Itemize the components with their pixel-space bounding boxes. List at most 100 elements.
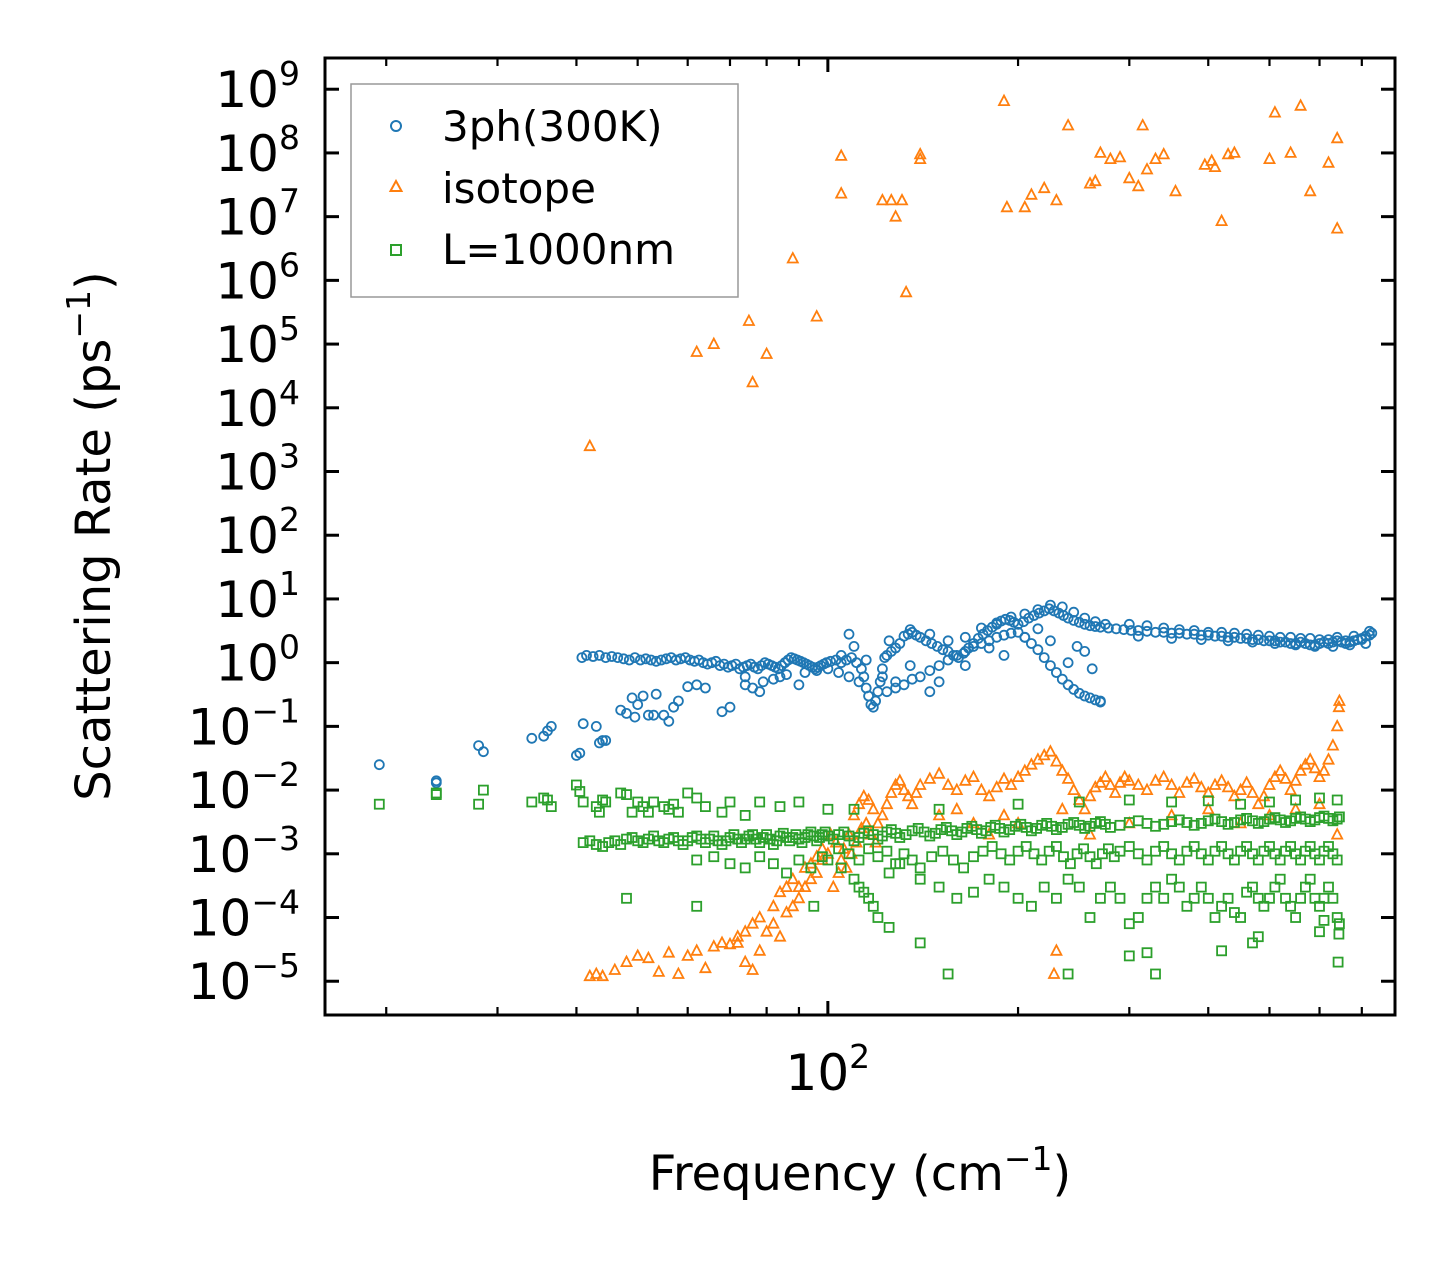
data-point <box>816 829 828 840</box>
data-point <box>590 721 602 732</box>
data-point <box>884 192 898 206</box>
y-tick-label: 10−5 <box>188 946 300 1011</box>
data-point <box>1026 638 1037 649</box>
data-point <box>1150 968 1161 980</box>
data-point <box>597 735 608 746</box>
data-point <box>982 788 996 802</box>
data-point <box>780 905 793 918</box>
data-point <box>648 796 659 808</box>
data-point <box>941 777 955 790</box>
data-point <box>1216 816 1227 827</box>
data-point <box>942 654 954 666</box>
data-point <box>621 892 632 904</box>
legend-item-isotope: isotope <box>388 164 596 213</box>
data-point <box>1295 633 1306 644</box>
data-point <box>648 709 659 721</box>
data-point <box>967 769 980 782</box>
data-point <box>747 682 758 694</box>
data-point <box>931 641 943 652</box>
data-point <box>620 954 633 967</box>
data-point <box>1136 118 1150 131</box>
data-point <box>867 900 879 912</box>
data-point <box>724 701 736 713</box>
data-point <box>526 796 538 808</box>
data-point <box>583 438 597 452</box>
data-point <box>766 916 780 929</box>
data-point <box>1062 818 1074 830</box>
data-point <box>808 900 820 912</box>
data-point <box>1173 624 1185 635</box>
data-point <box>691 854 703 866</box>
data-point <box>1056 601 1068 613</box>
data-point <box>1067 782 1081 795</box>
data-point <box>1103 843 1114 855</box>
data-point <box>933 881 945 893</box>
data-point <box>1234 782 1248 795</box>
legend-marker-triangle <box>388 178 404 192</box>
y-tick-label: 10−3 <box>188 819 300 884</box>
data-point <box>373 798 385 810</box>
data-point <box>786 251 800 264</box>
data-point <box>1114 892 1126 904</box>
data-point <box>1202 854 1214 866</box>
data-point <box>1141 892 1153 904</box>
data-point <box>924 830 936 842</box>
data-point <box>1108 785 1122 798</box>
data-point <box>1221 779 1235 793</box>
data-point <box>1268 105 1282 118</box>
data-point <box>1273 763 1287 776</box>
data-point <box>1323 881 1334 893</box>
data-point <box>1140 162 1154 175</box>
data-point <box>1055 801 1069 815</box>
data-point <box>1264 892 1275 904</box>
y-tick-label: 105 <box>215 309 300 374</box>
y-tick-label: 107 <box>215 182 300 247</box>
data-point <box>933 676 945 688</box>
data-point <box>587 651 599 662</box>
data-point <box>872 851 884 863</box>
data-point <box>826 879 840 892</box>
series-square-group <box>373 779 1345 980</box>
data-point <box>843 848 855 860</box>
data-point <box>691 792 703 804</box>
data-point <box>1222 892 1234 904</box>
data-point <box>875 807 889 821</box>
data-point <box>895 192 909 206</box>
data-point <box>1018 199 1032 213</box>
data-point <box>937 845 949 857</box>
data-point <box>1216 945 1227 957</box>
data-point <box>1058 851 1069 863</box>
data-point <box>913 777 927 790</box>
data-point <box>1166 816 1177 827</box>
y-tick-label: 10−2 <box>188 755 300 820</box>
data-point <box>816 851 828 863</box>
data-point <box>739 810 751 821</box>
data-point <box>1229 854 1240 866</box>
data-point <box>760 346 774 359</box>
data-point <box>650 655 662 667</box>
data-point <box>1216 626 1227 638</box>
y-tick-label: 109 <box>215 54 300 119</box>
data-point <box>1038 652 1050 663</box>
data-point <box>998 881 1010 893</box>
data-point <box>880 796 894 810</box>
data-point <box>1004 824 1016 835</box>
legend-item-l1000nm: L=1000nm <box>390 225 675 274</box>
data-point <box>1330 827 1344 840</box>
data-point <box>1131 178 1145 192</box>
data-point <box>859 815 873 829</box>
data-point <box>1188 841 1200 852</box>
data-point <box>1241 628 1252 640</box>
data-point <box>621 833 632 845</box>
data-point <box>1240 775 1254 788</box>
data-point <box>1141 854 1153 866</box>
data-point <box>1222 848 1234 860</box>
data-point <box>786 898 800 912</box>
data-point <box>1086 663 1098 675</box>
data-point <box>881 686 893 698</box>
data-point <box>1344 639 1356 651</box>
data-point <box>623 654 635 666</box>
data-point <box>1284 145 1298 158</box>
data-point <box>786 871 800 885</box>
data-point <box>629 652 641 663</box>
